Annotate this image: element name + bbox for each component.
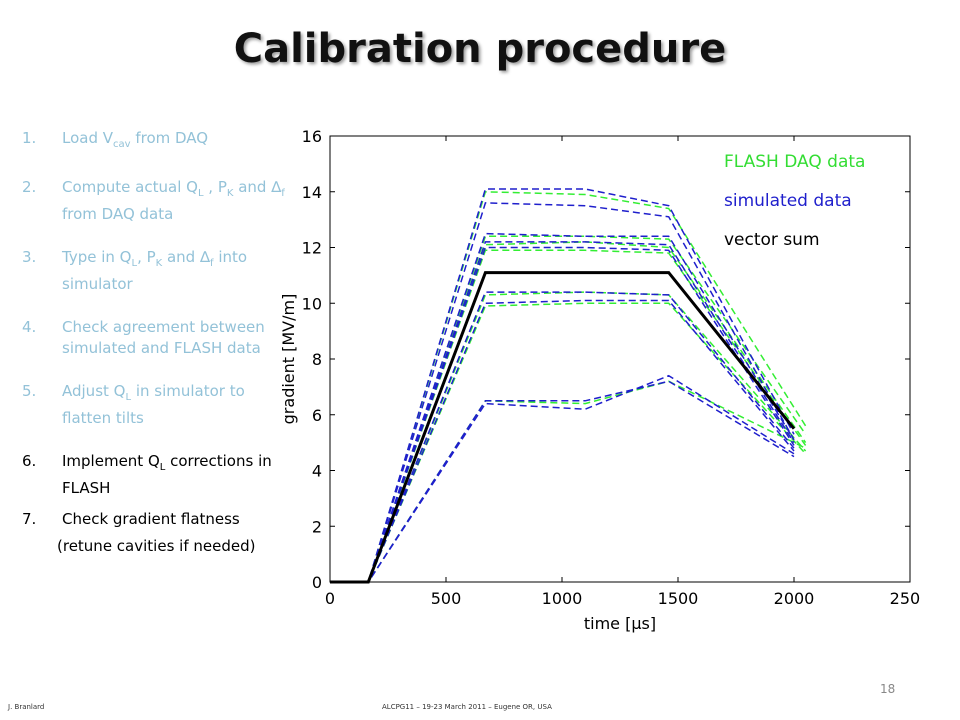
step-text: and ∆: [233, 178, 282, 196]
step-subscript: L: [197, 188, 204, 199]
simulated-trace-0: [330, 188, 795, 583]
step-subscript: cav: [113, 139, 131, 150]
simulated-trace-2: [330, 232, 795, 583]
plot-frame: [329, 135, 911, 583]
step-text: corrections in FLASH: [62, 452, 272, 497]
vector-sum-trace-0: [330, 271, 796, 584]
flash-trace-6: [330, 380, 806, 583]
step-text: Compute actual Q: [62, 178, 198, 196]
y-tick-label: 2: [312, 517, 322, 536]
x-tick-label: 0: [325, 589, 335, 608]
step-subscript: f: [210, 258, 214, 269]
step-number: 3.: [22, 248, 37, 266]
step-text: Adjust Q: [62, 382, 126, 400]
y-tick-label: 8: [312, 350, 322, 369]
step-subscript: L: [131, 258, 138, 269]
step-number: 5.: [22, 382, 37, 400]
step-text: from DAQ data: [62, 205, 174, 223]
simulated-trace-7: [330, 374, 795, 583]
legend-vector-sum: vector sum: [724, 230, 820, 250]
step-subscript: L: [159, 462, 166, 473]
step-subscript: f: [281, 188, 285, 199]
simulated-trace-4: [330, 246, 795, 583]
step-text: Check gradient flatness: [62, 510, 240, 528]
y-tick-label: 12: [302, 239, 322, 258]
step-number: 6.: [22, 452, 37, 470]
simulated-trace-3: [330, 241, 795, 583]
step-2: 2. Compute actual QL , PK and ∆f from DAQ…: [22, 177, 292, 225]
simulated-trace-1: [330, 202, 795, 583]
step-number: 1.: [22, 129, 37, 147]
flash-trace-0: [330, 191, 807, 583]
flash-trace-2: [330, 241, 807, 583]
x-tick-label: 500: [431, 589, 462, 608]
step-text: Implement Q: [62, 452, 160, 470]
y-tick-label: 4: [312, 462, 322, 481]
step-text: , P: [203, 178, 227, 196]
step-subscript: K: [155, 258, 163, 269]
slide-title: Calibration procedure: [233, 26, 727, 72]
procedure-steps: 1. Load Vcav from DAQ 2. Compute actual QL…: [22, 128, 292, 579]
x-tick-label: 2000: [774, 589, 815, 608]
step-text: Load V: [62, 129, 114, 147]
y-tick-label: 0: [312, 573, 322, 592]
step-text: Type in Q: [62, 248, 132, 266]
y-axis-label: gradient [MV/m]: [280, 294, 298, 425]
footer-conference: ALCPG11 – 19-23 March 2011 – Eugene OR, …: [382, 703, 552, 711]
flash-trace-4: [330, 291, 807, 583]
y-tick-label: 6: [312, 406, 322, 425]
step-text: into simulator: [62, 248, 248, 293]
y-tick-label: 16: [302, 127, 322, 146]
x-tick-label: 1000: [542, 589, 583, 608]
step-note: (retune cavities if needed): [57, 537, 256, 555]
step-7: 7. Check gradient flatness (retune caviti…: [22, 509, 292, 557]
legend-flash: FLASH DAQ data: [724, 152, 866, 172]
legend-simulated: simulated data: [724, 191, 852, 211]
step-text: in simulator to flatten tilts: [62, 382, 245, 427]
step-4: 4. Check agreement between simulated and …: [22, 317, 292, 359]
step-number: 2.: [22, 178, 37, 196]
step-text: from DAQ: [130, 129, 209, 147]
flash-trace-1: [330, 235, 807, 583]
step-text: and ∆: [162, 248, 211, 266]
step-1: 1. Load Vcav from DAQ: [22, 128, 292, 155]
x-axis-label: time [µs]: [584, 614, 656, 633]
step-3: 3. Type in QL, PK and ∆f into simulator: [22, 247, 292, 295]
flash-trace-5: [330, 302, 807, 583]
chart-legend: FLASH DAQ data simulated data vector sum: [724, 152, 865, 269]
y-tick-label: 10: [302, 294, 322, 313]
simulated-trace-6: [330, 299, 795, 583]
y-tick-label: 14: [302, 183, 322, 202]
step-5: 5. Adjust QL in simulator to flatten tilt…: [22, 381, 292, 429]
simulated-trace-5: [330, 291, 795, 583]
step-text: , P: [137, 248, 156, 266]
x-tick-label: 1500: [658, 589, 699, 608]
step-subscript: K: [226, 188, 234, 199]
step-number: 7.: [22, 510, 37, 528]
page-number: 18: [880, 682, 896, 696]
step-text: Check agreement between simulated and FL…: [62, 318, 265, 357]
step-number: 4.: [22, 318, 37, 336]
simulated-trace-8: [330, 380, 795, 583]
footer-author: J. Branlard: [8, 703, 45, 711]
step-6: 6. Implement QL corrections in FLASH: [22, 451, 292, 499]
step-subscript: L: [125, 392, 132, 403]
